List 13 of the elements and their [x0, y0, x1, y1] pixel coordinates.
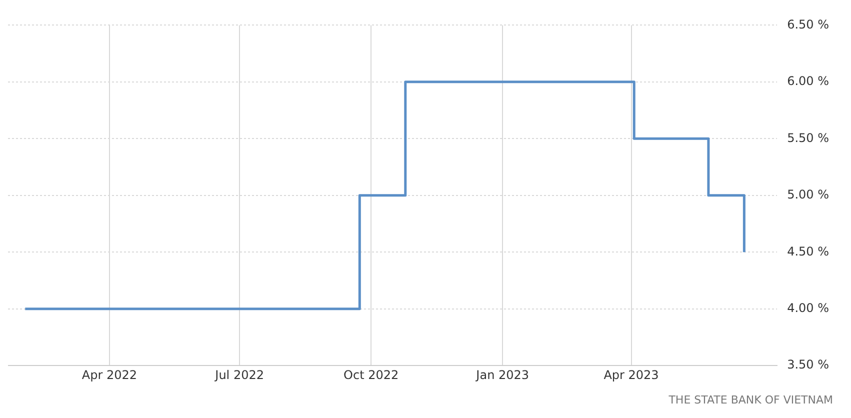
- y-tick-label: 6.00 %: [787, 74, 829, 88]
- y-tick-label: 3.50 %: [787, 358, 829, 372]
- y-tick-label: 4.50 %: [787, 244, 829, 258]
- y-tick-label: 5.50 %: [787, 130, 829, 145]
- y-tick-label: 6.50 %: [787, 17, 829, 32]
- x-tick-label: Apr 2023: [604, 368, 659, 382]
- x-tick-label: Jan 2023: [475, 368, 530, 382]
- x-tick-label: Oct 2022: [344, 368, 399, 382]
- text: THE STATE BANK OF VIETNAM: [668, 393, 833, 406]
- x-tick-label: Jul 2022: [214, 368, 264, 382]
- y-tick-label: 5.00 %: [787, 188, 829, 202]
- y-tick-label: 4.00 %: [787, 300, 829, 315]
- x-tick-label: Apr 2022: [82, 368, 138, 382]
